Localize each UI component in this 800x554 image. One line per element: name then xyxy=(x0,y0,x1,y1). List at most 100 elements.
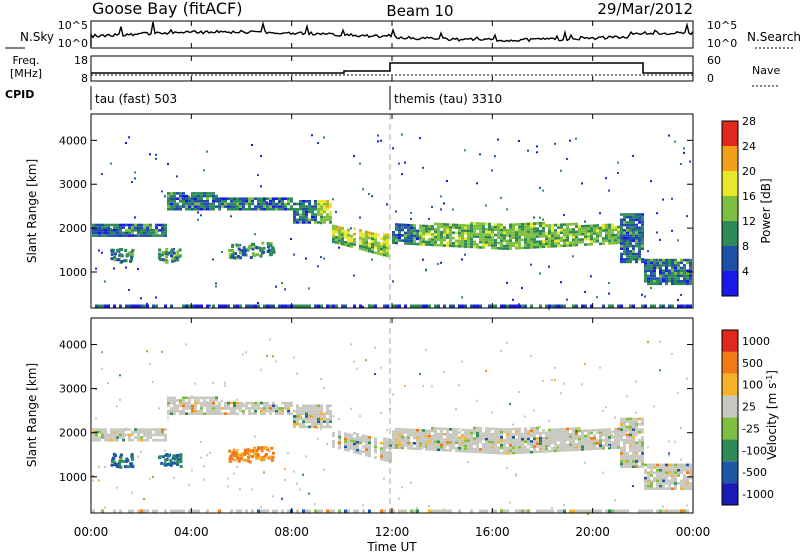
echo-cell xyxy=(503,231,506,235)
echo-cell xyxy=(269,205,272,208)
echo-cell xyxy=(689,474,692,477)
echo-cell xyxy=(119,234,122,237)
echo-cell xyxy=(266,354,268,357)
echo-cell xyxy=(248,460,252,464)
colorbar-tick-label: 28 xyxy=(742,115,756,128)
echo-cell xyxy=(449,226,452,229)
echo-cell xyxy=(617,241,620,245)
echo-cell xyxy=(482,435,485,438)
echo-cell xyxy=(449,236,452,240)
echo-cell xyxy=(356,451,359,454)
echo-cell xyxy=(620,433,623,437)
echo-cell xyxy=(536,437,539,440)
echo-cell xyxy=(176,258,180,262)
echo-cell xyxy=(659,277,662,280)
echo-cell xyxy=(533,440,536,443)
y-tick-label: 3000 xyxy=(59,383,87,396)
echo-cell xyxy=(395,239,398,242)
echo-cell xyxy=(620,221,623,224)
echo-cell xyxy=(563,233,566,237)
echo-cell xyxy=(125,254,129,258)
echo-cell xyxy=(233,200,236,203)
echo-cell xyxy=(164,428,167,431)
echo-cell xyxy=(332,237,335,241)
echo-cell xyxy=(620,436,623,439)
echo-cell xyxy=(173,207,176,211)
echo-cell xyxy=(671,282,674,286)
echo-cell xyxy=(122,223,125,227)
echo-cell xyxy=(200,205,203,208)
echo-cell xyxy=(191,200,194,203)
echo-cell xyxy=(446,433,449,436)
echo-cell xyxy=(563,449,566,452)
echo-cell xyxy=(377,247,380,250)
echo-cell xyxy=(575,230,578,234)
echo-cell xyxy=(218,207,221,211)
cpid-segment-2: themis (tau) 3310 xyxy=(394,92,502,106)
nsky-panel: N.Sky 10^5 10^0 10^5 10^0 N.Search xyxy=(5,19,800,50)
echo-cell xyxy=(308,409,311,413)
echo-cell xyxy=(602,242,605,245)
echo-cell xyxy=(371,250,374,254)
echo-cell xyxy=(365,238,368,242)
echo-cell xyxy=(566,231,569,234)
echo-cell xyxy=(428,448,431,451)
echo-cell xyxy=(599,509,602,513)
echo-cell xyxy=(590,442,593,445)
echo-cell xyxy=(557,428,560,431)
echo-cell xyxy=(596,237,599,240)
echo-cell xyxy=(218,509,221,513)
echo-cell xyxy=(119,374,121,377)
echo-cell xyxy=(563,241,566,245)
echo-cell xyxy=(680,482,683,485)
echo-cell xyxy=(449,241,452,245)
echo-cell xyxy=(269,200,272,203)
echo-cell xyxy=(539,304,542,308)
echo-cell xyxy=(308,207,311,211)
echo-cell xyxy=(608,189,610,192)
echo-cell xyxy=(548,265,550,268)
time-axis-label: Time UT xyxy=(366,540,417,554)
echo-cell xyxy=(221,412,224,415)
echo-cell xyxy=(365,445,368,449)
echo-cell xyxy=(404,161,406,164)
echo-cell xyxy=(614,228,617,232)
echo-cell xyxy=(623,457,626,460)
echo-cell xyxy=(169,459,173,462)
echo-cell xyxy=(641,304,644,308)
echo-cell xyxy=(158,254,162,258)
echo-cell xyxy=(356,443,359,447)
echo-cell xyxy=(458,447,461,450)
echo-cell xyxy=(404,226,407,229)
echo-cell xyxy=(308,205,311,208)
echo-cell xyxy=(476,442,479,446)
echo-cell xyxy=(470,447,473,451)
echo-cell xyxy=(533,409,535,412)
echo-cell xyxy=(161,455,165,459)
echo-cell xyxy=(323,200,326,203)
echo-cell xyxy=(590,447,593,451)
echo-cell xyxy=(659,509,662,513)
echo-cell xyxy=(446,241,449,245)
echo-cell xyxy=(689,466,692,469)
echo-cell xyxy=(380,237,383,240)
echo-cell xyxy=(179,401,182,405)
echo-cell xyxy=(269,409,272,413)
echo-cell xyxy=(359,415,361,418)
echo-cell xyxy=(434,238,437,241)
echo-cell xyxy=(575,429,578,433)
echo-cell xyxy=(212,202,215,206)
echo-cell xyxy=(443,236,446,239)
echo-cell xyxy=(629,226,632,229)
echo-cell xyxy=(296,423,299,426)
echo-cell xyxy=(617,438,620,441)
echo-cell xyxy=(644,482,647,485)
echo-cell xyxy=(281,197,284,200)
echo-cell xyxy=(683,479,686,483)
echo-cell xyxy=(494,435,497,439)
echo-cell xyxy=(566,446,569,449)
echo-cell xyxy=(401,486,403,489)
echo-cell xyxy=(359,242,362,245)
echo-cell xyxy=(509,236,512,240)
echo-cell xyxy=(668,264,671,267)
